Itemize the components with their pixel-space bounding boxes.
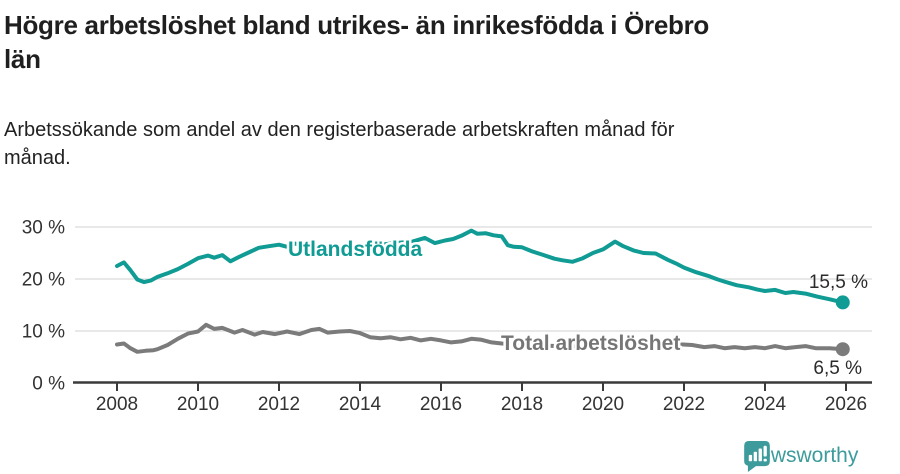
end-dot-utlandsfodda (835, 295, 850, 310)
x-tick-label: 2010 (177, 394, 219, 415)
series-label-total: Total arbetslöshet (501, 332, 680, 355)
end-value-total: 6,5 % (813, 358, 862, 379)
brand-logo[interactable]: Newsworthy (744, 441, 859, 472)
series-lines (115, 228, 845, 354)
series-line-utlandsfodda (115, 228, 845, 305)
page-title-line2: län (4, 44, 41, 74)
x-tick-label: 2008 (96, 394, 138, 415)
page-title-line1: Högre arbetslöshet bland utrikes- än inr… (4, 10, 709, 40)
chart-subtitle-line2: månad. (4, 147, 71, 169)
series-label-utlandsfodda: Utlandsfödda (288, 238, 422, 261)
x-tick-label: 2014 (339, 394, 382, 415)
y-tick-label: 0 % (32, 374, 65, 395)
x-tick-label: 2018 (501, 394, 543, 415)
x-tick-label: 2016 (420, 394, 462, 415)
end-dot-total (835, 342, 850, 357)
x-tick-label: 2022 (663, 394, 705, 415)
newsworthy-bar-chart-bubble-icon (744, 441, 770, 472)
x-tick-label: 2020 (582, 394, 624, 415)
gridlines (75, 226, 872, 332)
y-tick-label: 30 % (22, 218, 65, 239)
x-tick-label: 2012 (258, 394, 300, 415)
x-axis: 2008 2010 2012 2014 2016 2018 2020 2022 2024 2026 (73, 381, 872, 415)
y-axis-labels: 0 % 10 % 20 % 30 % (22, 218, 65, 395)
chart-subtitle-line1: Arbetssökande som andel av den registerb… (4, 119, 675, 141)
series-line-total (115, 322, 845, 354)
end-value-utlandsfodda: 15,5 % (809, 272, 868, 293)
page-title: Högre arbetslöshet bland utrikes- än inr… (4, 8, 709, 76)
brand-name: Newsworthy (744, 444, 859, 467)
x-tick-label: 2024 (744, 394, 787, 415)
y-tick-label: 20 % (22, 270, 65, 291)
chart-subtitle: Arbetssökande som andel av den registerb… (4, 116, 674, 172)
x-tick-label: 2026 (825, 394, 867, 415)
y-tick-label: 10 % (22, 322, 65, 343)
